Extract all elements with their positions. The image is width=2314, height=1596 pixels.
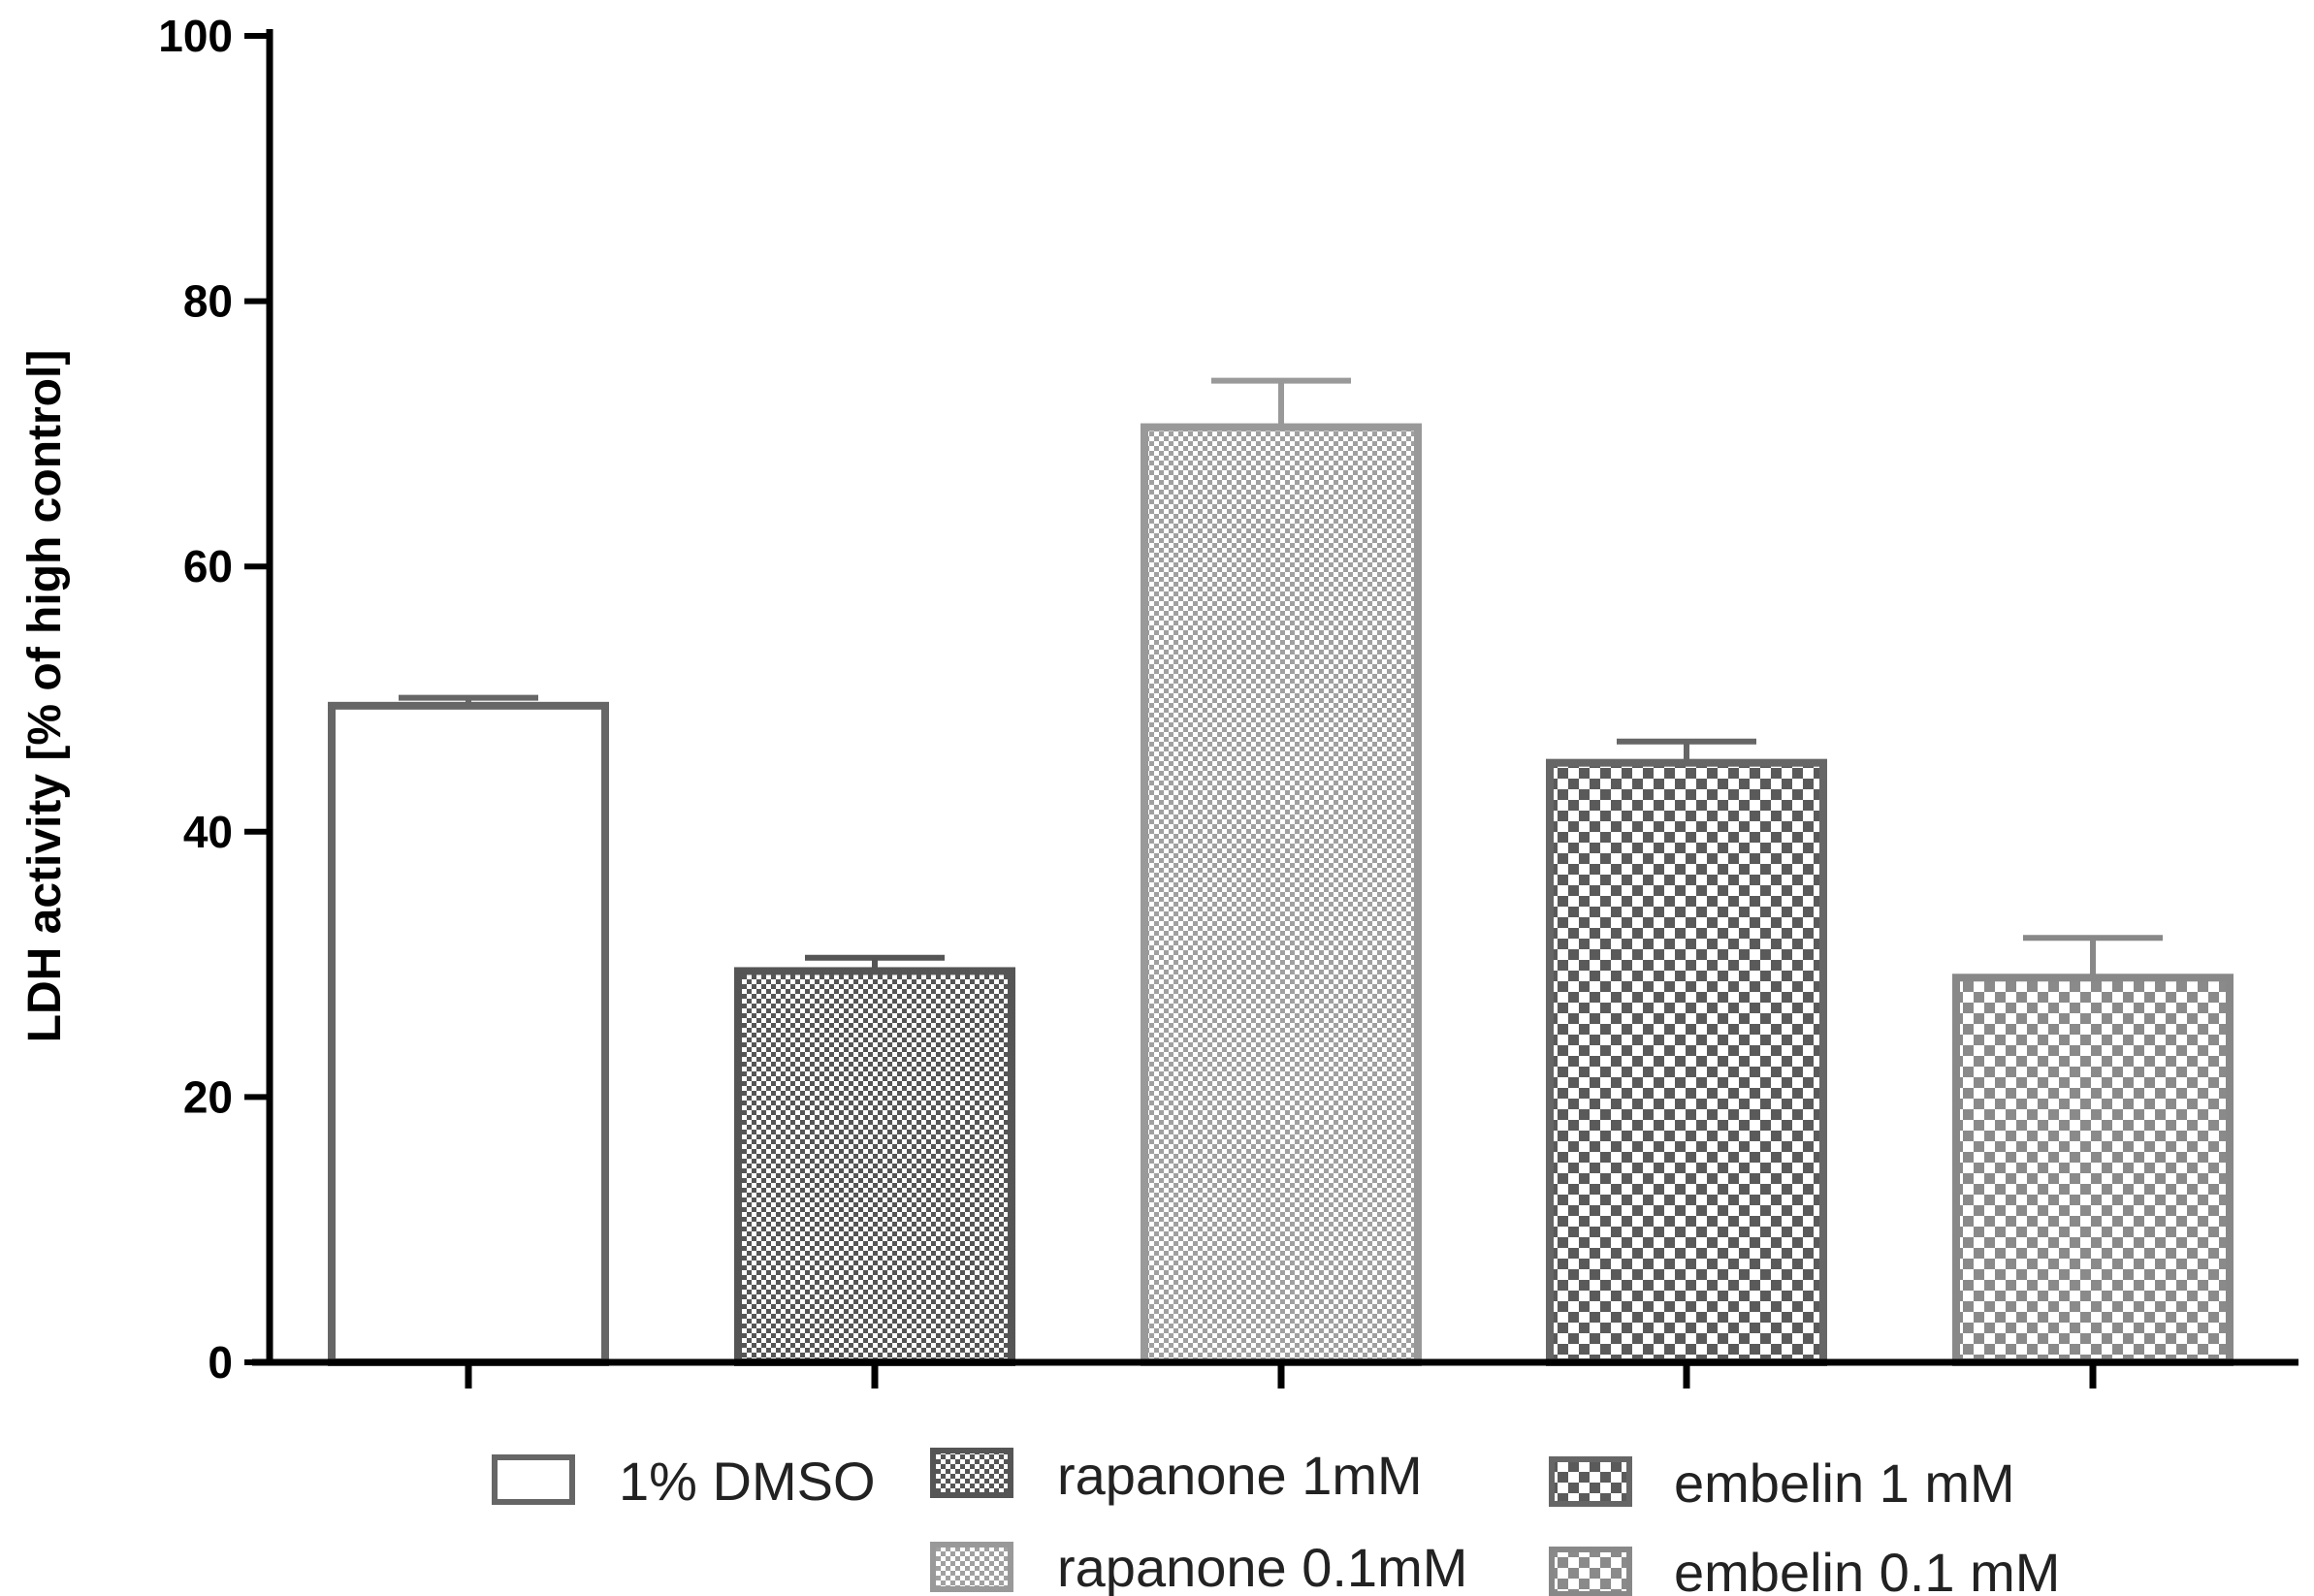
y-ticks: 0 20 40 60 80 100 (158, 11, 270, 1388)
legend-swatch-rapanone-1mM (930, 1448, 1013, 1498)
bar-2 (1141, 423, 1422, 1366)
y-tick-label-20: 20 (183, 1071, 233, 1122)
legend-label-rapanone-1mM: rapanone 1mM (1057, 1445, 1423, 1506)
error-bars-layer (399, 377, 2163, 978)
legend-label-dmso: 1% DMSO (619, 1451, 876, 1512)
legend-label-embelin-0.1mM: embelin 0.1 mM (1674, 1542, 2060, 1596)
bars-layer (328, 423, 2234, 1367)
legend-swatch-embelin-1mM (1549, 1456, 1632, 1507)
y-tick-label-80: 80 (183, 276, 233, 327)
legend-label-embelin-1mM: embelin 1 mM (1674, 1452, 2015, 1514)
y-tick-label-60: 60 (183, 541, 233, 591)
bar-0 (328, 701, 609, 1366)
legend: 1% DMSO rapanone 1mM rapanone 0.1mM embe… (492, 1445, 2060, 1596)
y-axis-title: LDH activity [% of high control] (19, 350, 71, 1043)
legend-swatch-dmso (492, 1454, 575, 1505)
y-tick-label-40: 40 (183, 807, 233, 857)
y-tick-label-0: 0 (208, 1337, 233, 1388)
legend-swatch-rapanone-0.1mM (930, 1542, 1013, 1592)
bar-4 (1952, 974, 2234, 1367)
legend-label-rapanone-0.1mM: rapanone 0.1mM (1057, 1537, 1467, 1596)
bar-1 (734, 967, 1015, 1366)
x-ticks (465, 1362, 2097, 1389)
bar-3 (1546, 758, 1827, 1366)
legend-swatch-embelin-0.1mM (1549, 1547, 1632, 1596)
y-tick-label-100: 100 (158, 11, 233, 61)
